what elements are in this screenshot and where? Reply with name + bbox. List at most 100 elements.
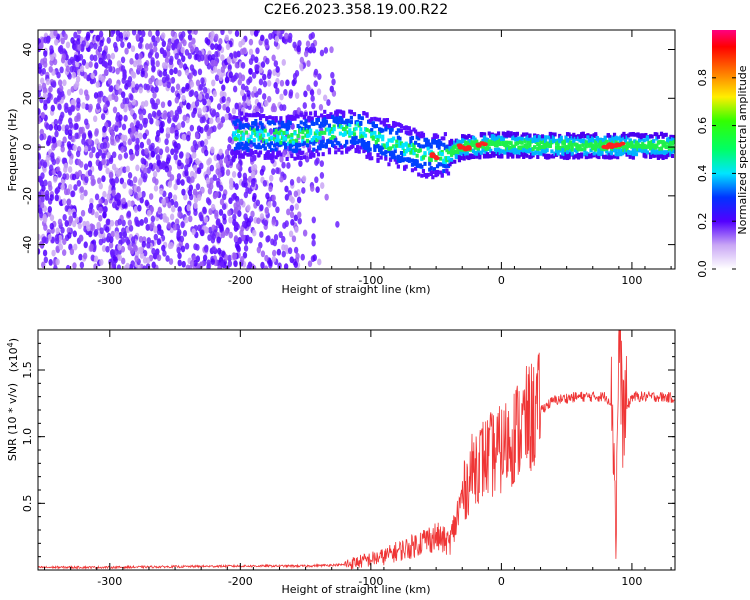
- heatmap-cell: [85, 62, 90, 70]
- heatmap-cell: [112, 151, 117, 159]
- heatmap-cell: [356, 145, 360, 150]
- heatmap-cell: [226, 56, 232, 64]
- heatmap-cell: [67, 149, 72, 157]
- heatmap-cell: [410, 158, 415, 163]
- heatmap-cell: [542, 152, 546, 157]
- heatmap-cell: [357, 138, 361, 143]
- heatmap-cell: [180, 121, 186, 128]
- spectrogram-xtick-label: -300: [97, 274, 122, 287]
- heatmap-cell: [240, 111, 244, 116]
- heatmap-cell: [489, 148, 493, 153]
- heatmap-cell: [504, 140, 509, 145]
- heatmap-cell: [174, 96, 179, 104]
- heatmap-cell: [252, 86, 258, 93]
- snr-ytick-label: 0.5: [21, 495, 34, 513]
- heatmap-cell: [159, 187, 164, 195]
- heatmap-cell: [230, 76, 236, 83]
- heatmap-cell: [190, 176, 195, 183]
- heatmap-cell: [189, 89, 195, 97]
- heatmap-cell: [374, 123, 379, 128]
- heatmap-cell: [263, 146, 267, 151]
- heatmap-cell: [195, 157, 200, 165]
- heatmap-cell: [137, 58, 142, 66]
- heatmap-cell: [50, 104, 56, 112]
- heatmap-cell: [241, 220, 247, 228]
- heatmap-cell: [187, 52, 192, 60]
- heatmap-cell: [659, 149, 664, 154]
- heatmap-cell: [294, 226, 299, 233]
- heatmap-cell: [42, 161, 48, 169]
- heatmap-cell: [54, 194, 59, 202]
- heatmap-cell: [465, 151, 469, 156]
- heatmap-cell: [506, 130, 510, 135]
- heatmap-cell: [122, 73, 127, 81]
- heatmap-cell: [224, 113, 229, 121]
- heatmap-cell: [94, 62, 99, 69]
- heatmap-cell: [218, 74, 224, 82]
- heatmap-cell: [374, 134, 379, 139]
- heatmap-cell: [152, 162, 157, 170]
- heatmap-cell: [346, 118, 350, 123]
- heatmap-cell: [195, 255, 201, 263]
- heatmap-cell: [120, 146, 125, 153]
- heatmap-cell: [150, 86, 156, 94]
- heatmap-cell: [172, 194, 178, 202]
- heatmap-cell: [105, 226, 110, 233]
- heatmap-cell: [249, 134, 253, 139]
- heatmap-cell: [42, 213, 47, 221]
- heatmap-cell: [298, 160, 303, 168]
- heatmap-cell: [193, 30, 198, 35]
- heatmap-cell: [165, 50, 171, 58]
- heatmap-cell: [72, 144, 77, 152]
- heatmap-cell: [81, 59, 87, 66]
- heatmap-cell: [301, 150, 305, 155]
- heatmap-cell: [281, 250, 286, 258]
- heatmap-cell: [276, 248, 282, 256]
- heatmap-cell: [457, 158, 462, 163]
- heatmap-cell: [207, 54, 213, 62]
- heatmap-cell: [648, 154, 653, 159]
- heatmap-cell: [72, 211, 77, 219]
- heatmap-cell: [260, 250, 266, 258]
- heatmap-cell: [305, 138, 310, 143]
- heatmap-cell: [387, 162, 391, 167]
- heatmap-cell: [537, 143, 541, 148]
- heatmap-cell: [550, 132, 554, 137]
- heatmap-cell: [287, 125, 291, 130]
- heatmap-cell: [500, 153, 504, 158]
- heatmap-cell: [293, 246, 299, 254]
- heatmap-cell: [255, 129, 259, 134]
- heatmap-cell: [49, 54, 55, 62]
- heatmap-cell: [252, 229, 257, 237]
- heatmap-cell: [106, 193, 111, 200]
- heatmap-cell: [232, 85, 238, 93]
- heatmap-cell: [123, 152, 129, 159]
- heatmap-cell: [155, 30, 160, 37]
- heatmap-cell: [286, 162, 291, 169]
- heatmap-cell: [138, 235, 144, 243]
- heatmap-cell: [370, 132, 374, 137]
- heatmap-cell: [548, 143, 552, 148]
- heatmap-cell: [176, 178, 181, 186]
- heatmap-cell: [221, 96, 226, 103]
- heatmap-cell: [482, 132, 487, 137]
- heatmap-cell: [249, 140, 253, 145]
- heatmap-cell: [170, 148, 175, 156]
- heatmap-cell: [206, 168, 211, 176]
- heatmap-cell: [293, 190, 299, 198]
- heatmap-cell: [65, 65, 71, 73]
- heatmap-cell: [236, 142, 241, 147]
- heatmap-cell: [234, 72, 239, 80]
- heatmap-cell: [161, 40, 167, 48]
- heatmap-cell: [140, 70, 145, 78]
- heatmap-cell: [87, 130, 93, 137]
- heatmap-cell: [274, 155, 278, 160]
- heatmap-cell: [150, 215, 156, 223]
- heatmap-cell: [614, 146, 618, 151]
- heatmap-cell: [515, 131, 520, 136]
- heatmap-cell: [234, 183, 239, 190]
- heatmap-cell: [61, 249, 67, 257]
- heatmap-cell: [105, 218, 111, 226]
- heatmap-cell: [176, 173, 182, 180]
- heatmap-cell: [575, 142, 579, 147]
